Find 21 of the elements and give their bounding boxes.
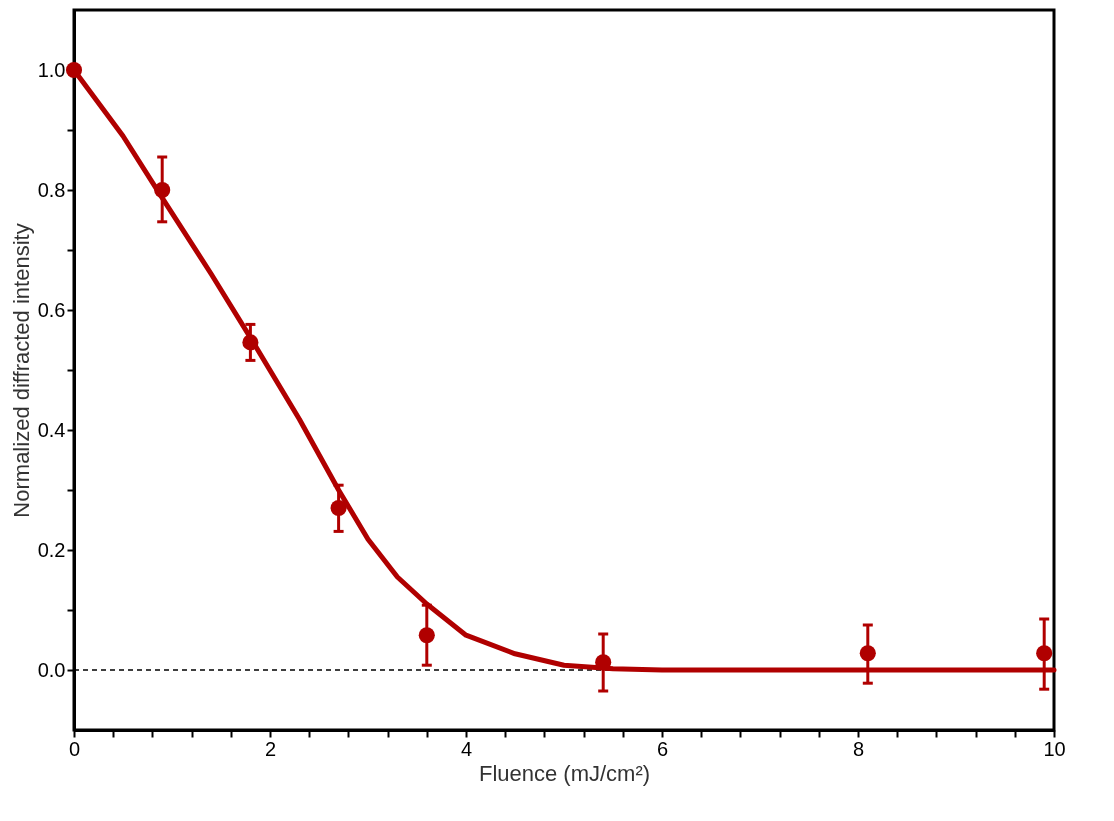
x-axis-title: Fluence (mJ/cm²) [478, 760, 651, 786]
point [418, 627, 435, 644]
y-axis-title: Normalized diffracted intensity [8, 223, 34, 518]
y-tick-label: 0.2 [37, 538, 66, 561]
point [859, 645, 876, 662]
point [154, 181, 171, 199]
point [65, 61, 83, 79]
x-tick-label: 10 [1043, 737, 1066, 760]
x-tick-label: 8 [852, 737, 865, 760]
x-tick-label: 4 [460, 737, 473, 760]
y-tick-label: 0.6 [37, 298, 66, 321]
point [330, 499, 347, 517]
point [242, 334, 259, 351]
y-tick-label: 1.0 [37, 58, 66, 81]
y-tick-label: 0.0 [37, 658, 66, 681]
x-tick-label: 2 [264, 737, 277, 760]
x-tick-label: 0 [68, 737, 81, 760]
y-tick-label: 0.4 [37, 418, 66, 441]
point [1036, 645, 1053, 662]
y-tick-label: 0.8 [37, 178, 66, 201]
x-tick-label: 6 [656, 737, 669, 760]
